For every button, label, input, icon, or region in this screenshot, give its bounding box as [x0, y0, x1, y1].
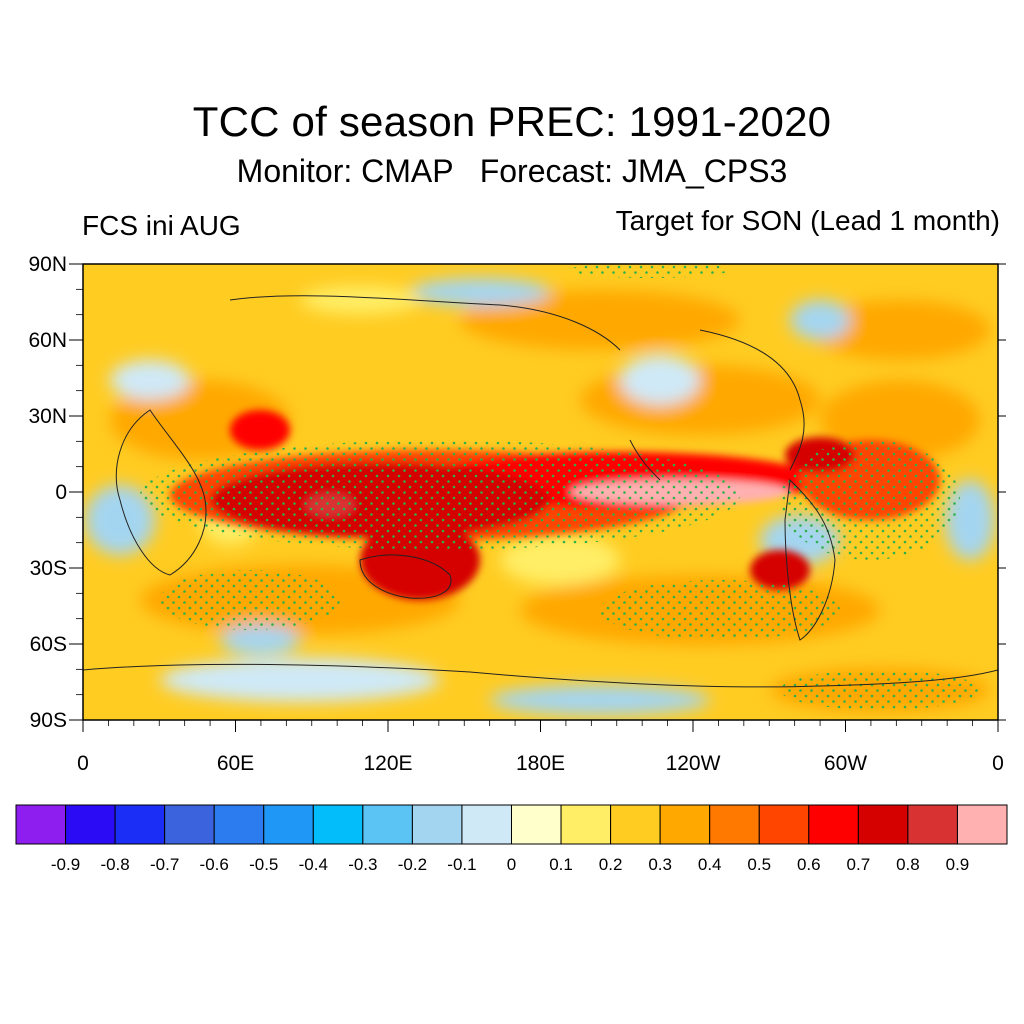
colorbar-label: 0.6 [797, 855, 821, 874]
colorbar-swatch [758, 804, 810, 845]
colorbar-label: 0.3 [648, 855, 672, 874]
lon-label: 0 [992, 752, 1004, 775]
lon-label: 60E [217, 752, 254, 775]
lon-label: 180E [516, 752, 565, 775]
colorbar-label: -0.3 [348, 855, 377, 874]
colorbar-label: 0.7 [847, 855, 871, 874]
map-subtitle: Monitor: CMAP Forecast: JMA_CPS3 [236, 153, 788, 189]
colorbar-label: 0.1 [549, 855, 573, 874]
colorbar-label: 0.9 [946, 855, 970, 874]
colorbar-label: -0.9 [51, 855, 80, 874]
colorbar-label: -0.1 [447, 855, 476, 874]
colorbar-swatch [411, 804, 463, 845]
coastlines [83, 295, 998, 688]
lat-label: 90S [30, 709, 67, 732]
colorbar-swatch [312, 804, 364, 845]
colorbar-swatch [808, 804, 859, 845]
colorbar-swatch [263, 804, 314, 845]
initial-month-label: FCS ini AUG [82, 210, 241, 241]
lon-label: 120W [666, 752, 721, 775]
colorbar-label: 0.4 [698, 855, 722, 874]
colorbar-label: 0.2 [599, 855, 623, 874]
colorbar-swatch [610, 804, 661, 845]
significance-stippling [140, 264, 980, 710]
lat-label: 90N [28, 253, 67, 276]
lon-label: 0 [77, 752, 89, 775]
colorbar-swatch [857, 804, 909, 845]
colorbar-swatch [164, 804, 215, 845]
map-axes: 90N 60N 30N 0 30S 60S 90S 0 60E 120E 180E 120W 60W 0 [28, 253, 1006, 775]
lat-label: 30N [28, 405, 67, 428]
colorbar-label: -0.6 [200, 855, 229, 874]
colorbar-label: -0.2 [398, 855, 427, 874]
colorbar-swatch [511, 804, 562, 845]
lat-label: 0 [55, 481, 67, 504]
colorbar-swatch [560, 804, 612, 845]
colorbar-swatch [15, 804, 67, 845]
colorbar-swatch [956, 804, 1008, 845]
colorbar-swatch [114, 804, 166, 845]
colorbar-label: 0.8 [896, 855, 920, 874]
colorbar-swatch [461, 804, 513, 845]
lat-label: 30S [30, 557, 67, 580]
colorbar-label: 0.5 [747, 855, 771, 874]
target-season-label: Target for SON (Lead 1 month) [615, 205, 1000, 236]
colorbar-swatch [659, 804, 711, 845]
colorbar-label: -0.4 [299, 855, 328, 874]
colorbar-label: -0.5 [249, 855, 278, 874]
colorbar-label: -0.7 [150, 855, 179, 874]
colorbar-swatch [362, 804, 413, 845]
lat-label: 60N [28, 329, 67, 352]
colorbar-swatch [709, 804, 760, 845]
colorbar-swatch [907, 804, 958, 845]
colorbar-label: -0.8 [100, 855, 129, 874]
colorbar-swatch [65, 804, 116, 845]
lon-label: 60W [824, 752, 867, 775]
lon-label: 120E [363, 752, 412, 775]
colorbar-label: 0 [507, 855, 516, 874]
colorbar: -0.9 -0.8 -0.7 -0.6 -0.5 -0.4 -0.3 -0.2 -0.1 0 0.1… [15, 804, 1008, 874]
colorbar-swatch [213, 804, 265, 845]
lat-label: 60S [30, 633, 67, 656]
map-title: TCC of season PREC: 1991-2020 [192, 98, 832, 145]
